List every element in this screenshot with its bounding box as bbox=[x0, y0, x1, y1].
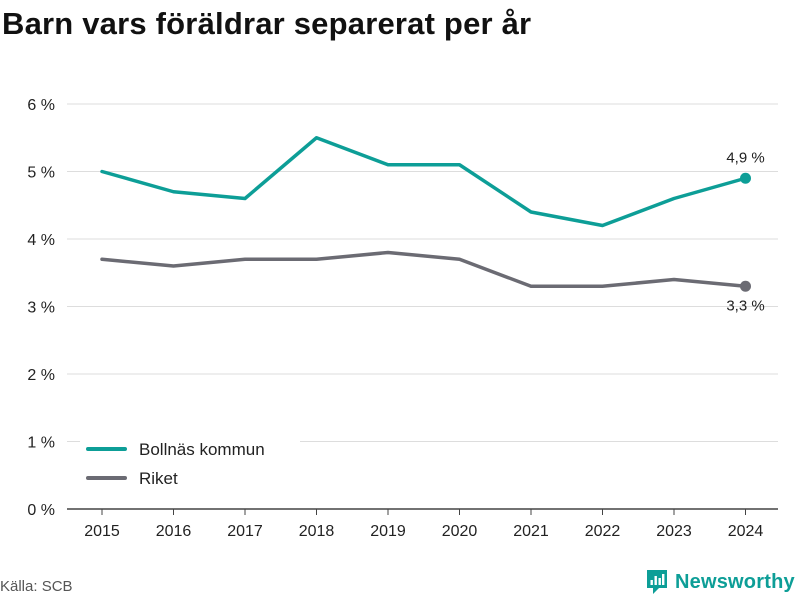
x-tick-label: 2017 bbox=[227, 523, 263, 540]
y-tick-label: 6 % bbox=[27, 97, 55, 114]
end-label-riket: 3,3 % bbox=[726, 297, 764, 314]
x-tick-label: 2019 bbox=[370, 523, 406, 540]
series-lines: 4,9 % 3,3 % bbox=[100, 136, 765, 314]
x-tick-label: 2024 bbox=[728, 523, 764, 540]
legend-label: Riket bbox=[139, 469, 178, 488]
x-tick-label: 2020 bbox=[442, 523, 478, 540]
source-note: Källa: SCB bbox=[0, 578, 73, 595]
x-tick-label: 2023 bbox=[656, 523, 692, 540]
brand-logo[interactable]: Newsworthy bbox=[645, 568, 795, 596]
legend-box bbox=[80, 434, 300, 494]
x-tick-label: 2018 bbox=[299, 523, 335, 540]
end-point-bolln-s-kommun bbox=[740, 172, 751, 184]
end-label-bolln-s-kommun: 4,9 % bbox=[726, 149, 764, 166]
brand-name: Newsworthy bbox=[675, 570, 795, 593]
y-tick-label: 1 % bbox=[27, 435, 55, 452]
x-tick-label: 2022 bbox=[585, 523, 621, 540]
x-tick-label: 2016 bbox=[156, 523, 192, 540]
y-tick-label: 3 % bbox=[27, 300, 55, 317]
series-line-bolln-s-kommun bbox=[100, 136, 748, 228]
x-tick-label: 2015 bbox=[84, 523, 120, 540]
x-axis: 2015 2016 2017 2018 2019 2020 2021 2022 2023 2024 bbox=[84, 509, 763, 540]
chart-title: Barn vars föräldrar separerat per år bbox=[2, 6, 532, 41]
end-point-riket bbox=[740, 280, 751, 292]
legend-label: Bollnäs kommun bbox=[139, 440, 265, 459]
x-tick-label: 2021 bbox=[513, 523, 549, 540]
bar-chart-logo-icon bbox=[647, 570, 667, 594]
y-tick-label: 2 % bbox=[27, 367, 55, 384]
line-chart: 2015 2016 2017 2018 2019 2020 2021 2022 2023 2024… bbox=[27, 97, 778, 540]
y-tick-label: 5 % bbox=[27, 165, 55, 182]
y-axis: 0 % 1 % 2 % 3 % 4 % 5 % 6 % bbox=[27, 97, 55, 519]
y-tick-label: 0 % bbox=[27, 502, 55, 519]
y-tick-label: 4 % bbox=[27, 232, 55, 249]
series-line-riket bbox=[100, 250, 748, 288]
legend: Bollnäs kommun Riket bbox=[80, 434, 300, 494]
